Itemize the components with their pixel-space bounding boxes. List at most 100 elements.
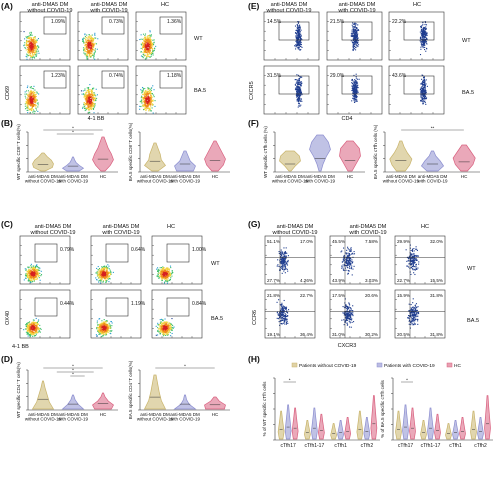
panelA-plot-r1c0-event bbox=[29, 86, 31, 88]
panelC-plot-r0c1-event bbox=[100, 272, 102, 274]
panelA-plot-r0c1-event bbox=[87, 36, 89, 38]
panelC-plot-r1c0-event bbox=[31, 328, 33, 330]
panelA-plot-r1c2-event bbox=[150, 110, 153, 112]
panelA-plot-r1c0-event bbox=[28, 102, 30, 105]
panelE-plot-r1c0 bbox=[263, 65, 320, 115]
panelC-plot-r1c1-event bbox=[108, 327, 110, 330]
panelE-plot-r0c2-event bbox=[421, 25, 423, 27]
panelE-plot-r1c2-event bbox=[421, 82, 423, 84]
panelE-plot-r0c0-event bbox=[296, 38, 298, 40]
panelE-plot-r0c0-event bbox=[300, 33, 302, 35]
panelE-plot-r1c1-event bbox=[354, 87, 356, 90]
panelA-plot-r1c0-event bbox=[30, 86, 32, 88]
panelC-plot-r0c1-event bbox=[106, 270, 108, 272]
panelA-plot-r0c2-event bbox=[151, 51, 153, 54]
panelC-plot-r1c1-event bbox=[108, 326, 110, 328]
panelA-plot-r0c1-event bbox=[93, 49, 95, 51]
panelA-plot-r0c0-event bbox=[26, 45, 28, 47]
panelA-plot-r1c0-event bbox=[24, 108, 27, 110]
panelA-plot-r1c0-event bbox=[29, 102, 31, 104]
panelC-plot-r1c0-event bbox=[37, 328, 39, 330]
panelC-plot-r1c0-event bbox=[33, 333, 35, 335]
panelE-plot-r0c1-event bbox=[353, 40, 356, 42]
panelC-plot-r0c2-event bbox=[162, 270, 164, 272]
panelE-plot-r0c0-event bbox=[299, 40, 301, 42]
panelA-plot-r0c2-event bbox=[145, 46, 148, 48]
panelC-plot-r1c0-event bbox=[34, 322, 36, 324]
panelE-plot-r0c1-event bbox=[355, 40, 357, 42]
panelC-plot-r1c2-event bbox=[159, 331, 161, 333]
panelC-plot-r0c1-event bbox=[100, 270, 102, 272]
panelE-plot-r0c1-event bbox=[351, 34, 353, 36]
panelC-plot-r0c2-event bbox=[163, 271, 165, 273]
panelC-plot-r0c2-event bbox=[158, 271, 160, 273]
panelC-plot-r0c1-event bbox=[102, 273, 104, 276]
panelE-plot-r1c1-event bbox=[354, 93, 356, 95]
panelC-plot-r1c1-event bbox=[102, 323, 104, 325]
panelA-plot-r1c1-event bbox=[92, 95, 94, 97]
panelC-plot-r1c0-event bbox=[33, 326, 35, 328]
panelC-plot-r0c0-event bbox=[30, 275, 32, 277]
panelE-plot-r0c1-event bbox=[354, 32, 356, 34]
panelC-plot-r1c1-event bbox=[110, 333, 112, 335]
panelC-plot-r0c2-event bbox=[160, 277, 162, 279]
panelC-plot-r0c2-event bbox=[157, 267, 159, 269]
panelC-plot-r0c1-event bbox=[106, 274, 108, 276]
panelC-plot-r0c0-event bbox=[37, 271, 39, 273]
panelA-plot-r0c2-event bbox=[149, 43, 151, 45]
panelE-plot-r0c0-event bbox=[299, 45, 301, 47]
panelE-plot-r0c0-event bbox=[295, 48, 297, 50]
panelA-plot-r0c2-event bbox=[148, 35, 150, 37]
panelE-plot-r1c0-event bbox=[296, 93, 298, 95]
panelA-plot-r1c1-event bbox=[85, 91, 87, 93]
panelC-plot-r1c0-event bbox=[35, 325, 37, 327]
panelA-plot-r1c0-event bbox=[29, 94, 31, 96]
panelE-plot-r1c1-event bbox=[352, 89, 354, 91]
panelC-plot-r1c0-event bbox=[33, 328, 35, 330]
panelC-plot-r0c0-event bbox=[29, 280, 31, 282]
panelC-plot-r0c0-event bbox=[35, 272, 37, 274]
panelC-plot-r0c1-event bbox=[103, 276, 105, 278]
panelA-plot-r0c2-event bbox=[146, 46, 148, 48]
panelA-plot-r0c1-event bbox=[92, 53, 94, 55]
panelA-plot-r1c1-event bbox=[87, 107, 89, 109]
panelA-plot-r1c2-event bbox=[145, 103, 147, 105]
panelE-plot-r0c0-event bbox=[294, 45, 296, 47]
panelA-plot-r0c0-event bbox=[26, 54, 28, 56]
panelA-plot-r0c1-event bbox=[91, 53, 93, 55]
panelC-plot-r1c0-event bbox=[37, 320, 39, 322]
panelE-plot-r1c2-event bbox=[421, 83, 423, 85]
panelA-plot-r1c1-event bbox=[88, 104, 90, 106]
panelC-plot-r0c2-event bbox=[161, 274, 163, 276]
panelC-plot-r1c1-event bbox=[104, 323, 106, 325]
panelA-plot-r1c1-event bbox=[88, 95, 90, 97]
panelA-plot-r1c2-event bbox=[147, 88, 149, 90]
panelA-plot-r0c2-event bbox=[142, 41, 144, 44]
panelC-title-0: anti-DMA5 DM without COVID-19 bbox=[29, 224, 75, 236]
panelA-plot-r0c0-event bbox=[24, 38, 26, 40]
panelC-plot-r1c1-event bbox=[108, 325, 110, 327]
panelA-plot-r1c0-event bbox=[30, 109, 33, 112]
panelA-plot-r1c2-event bbox=[144, 99, 146, 101]
panelA-plot-r0c2-event bbox=[144, 47, 147, 49]
panelE-plot-r1c0-event bbox=[296, 85, 298, 87]
panelE-plot-r1c1-event bbox=[351, 79, 353, 81]
panelE-plot-r0c1-event bbox=[355, 36, 357, 38]
panelE-plot-r0c2-event bbox=[422, 46, 424, 48]
panelC-plot-r0c2-event bbox=[161, 270, 163, 272]
panelC-plot-r0c2-event bbox=[165, 277, 167, 279]
panelC-plot-r0c0-event bbox=[32, 271, 34, 274]
panelC-plot-r0c2-event bbox=[162, 273, 164, 275]
panelE-plot-r0c1-event bbox=[353, 44, 355, 46]
panelA-plot-r1c2-event bbox=[144, 104, 146, 106]
panelC-plot-r0c2-event bbox=[169, 278, 171, 280]
panelC-plot-r1c2-event bbox=[166, 329, 168, 331]
panelE-plot-r1c1-event bbox=[355, 77, 357, 79]
panelA-plot-r1c2-event bbox=[144, 103, 146, 105]
panelE-plot-r1c1-event bbox=[355, 93, 357, 95]
panelE-plot-r0c0-event bbox=[298, 31, 300, 33]
panelE-plot-r1c2-event bbox=[419, 89, 421, 91]
panelA-plot-r0c1-event bbox=[81, 40, 84, 42]
panelC-plot-r1c0-event bbox=[31, 322, 33, 324]
panelE-plot-r0c0-event bbox=[299, 31, 301, 33]
